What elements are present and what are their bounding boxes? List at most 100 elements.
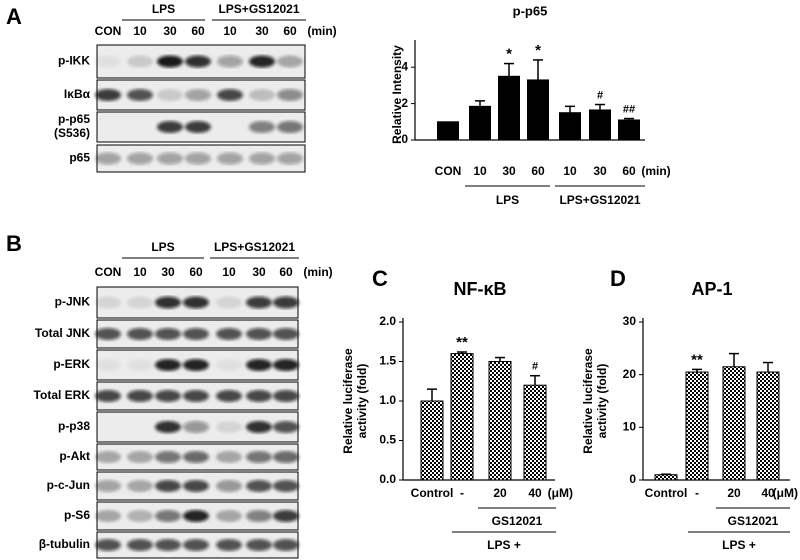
y-axis-label: activity (fold) xyxy=(355,364,369,439)
band xyxy=(155,328,181,340)
y-axis-label: Relative Intensity xyxy=(390,45,404,144)
band xyxy=(95,152,121,165)
band xyxy=(127,480,153,492)
band xyxy=(155,390,181,402)
bar xyxy=(559,112,581,141)
band xyxy=(127,328,153,340)
bar xyxy=(523,384,547,481)
band xyxy=(183,328,209,340)
blot-bands xyxy=(95,451,299,463)
unit-label: (min) xyxy=(641,164,670,178)
band xyxy=(95,451,121,463)
band xyxy=(157,152,183,165)
x-tick-label: - xyxy=(695,486,699,500)
band xyxy=(246,328,272,340)
band xyxy=(95,359,121,371)
lane-label: 60 xyxy=(189,265,203,279)
band xyxy=(246,539,272,551)
group-label: LPS + xyxy=(487,538,521,552)
band xyxy=(273,421,299,433)
band xyxy=(216,510,242,522)
chart-title: NF-κB xyxy=(453,279,506,299)
blot-bands xyxy=(95,539,299,551)
band xyxy=(246,296,272,309)
row-label: p-p38 xyxy=(58,419,90,433)
blot-bands xyxy=(95,359,299,371)
band xyxy=(127,152,153,165)
blot-bands xyxy=(95,296,299,309)
lane-label: 10 xyxy=(133,265,147,279)
x-tick-label: 10 xyxy=(473,164,487,178)
y-tick-label: 30 xyxy=(623,314,637,328)
significance: ** xyxy=(456,334,468,351)
unit-label: (μM) xyxy=(548,486,573,500)
band xyxy=(246,480,272,492)
x-tick-label: Control xyxy=(411,486,454,500)
panel-label: B xyxy=(6,231,22,256)
band xyxy=(127,390,153,402)
blot-bands xyxy=(95,89,303,101)
band xyxy=(277,152,303,165)
band xyxy=(95,539,121,551)
lane-label: 30 xyxy=(255,24,269,38)
band xyxy=(185,55,211,68)
band xyxy=(127,510,153,522)
band xyxy=(155,510,181,522)
band xyxy=(95,480,121,492)
x-tick-label: 60 xyxy=(622,164,636,178)
unit-label: (min) xyxy=(303,265,332,279)
row-label: p-c-Jun xyxy=(47,478,90,492)
significance: ** xyxy=(691,351,703,368)
band xyxy=(246,510,272,522)
band xyxy=(273,539,299,551)
band xyxy=(127,296,153,309)
bar xyxy=(498,75,520,141)
row-label: p-IKK xyxy=(58,54,90,68)
band xyxy=(273,480,299,492)
band xyxy=(155,359,181,371)
band xyxy=(127,451,153,463)
group-label: LPS+GS12021 xyxy=(559,193,640,207)
band xyxy=(127,55,153,68)
row-label: p-ERK xyxy=(53,357,90,371)
bar xyxy=(685,371,709,481)
x-tick-label: 30 xyxy=(502,164,516,178)
significance: ## xyxy=(623,103,635,115)
band xyxy=(216,359,242,371)
row-label: (S536) xyxy=(54,126,90,140)
band xyxy=(183,510,209,522)
y-axis-label: Relative luciferase xyxy=(581,348,595,454)
lane-label: 10 xyxy=(222,265,236,279)
significance: * xyxy=(535,42,541,59)
y-tick-label: 2.0 xyxy=(379,314,396,328)
y-tick-label: 0 xyxy=(629,472,636,486)
band xyxy=(277,55,303,68)
bar xyxy=(527,79,549,141)
band xyxy=(127,359,153,371)
y-tick-label: 0.0 xyxy=(379,472,396,486)
unit-label: (μM) xyxy=(773,486,798,500)
band xyxy=(95,55,121,68)
lane-label: 60 xyxy=(191,24,205,38)
x-tick-label: CON xyxy=(435,164,462,178)
blot-bands xyxy=(95,480,299,492)
band xyxy=(216,480,242,492)
band xyxy=(185,121,211,133)
band xyxy=(183,421,209,433)
bar xyxy=(654,474,678,481)
bar xyxy=(618,119,640,141)
row-label: p-p65 xyxy=(58,112,90,126)
x-tick-label: 30 xyxy=(593,164,607,178)
x-tick-label: 40 xyxy=(528,486,542,500)
bar xyxy=(488,361,512,481)
band xyxy=(273,451,299,463)
row-label: IκBα xyxy=(64,87,91,101)
band xyxy=(183,390,209,402)
lane-label: 30 xyxy=(161,265,175,279)
band xyxy=(95,390,121,402)
group-label: LPS xyxy=(151,240,174,254)
row-label: p-JNK xyxy=(55,295,91,309)
panel-label: A xyxy=(6,4,22,29)
blot-bands xyxy=(157,121,303,133)
band xyxy=(217,152,243,165)
